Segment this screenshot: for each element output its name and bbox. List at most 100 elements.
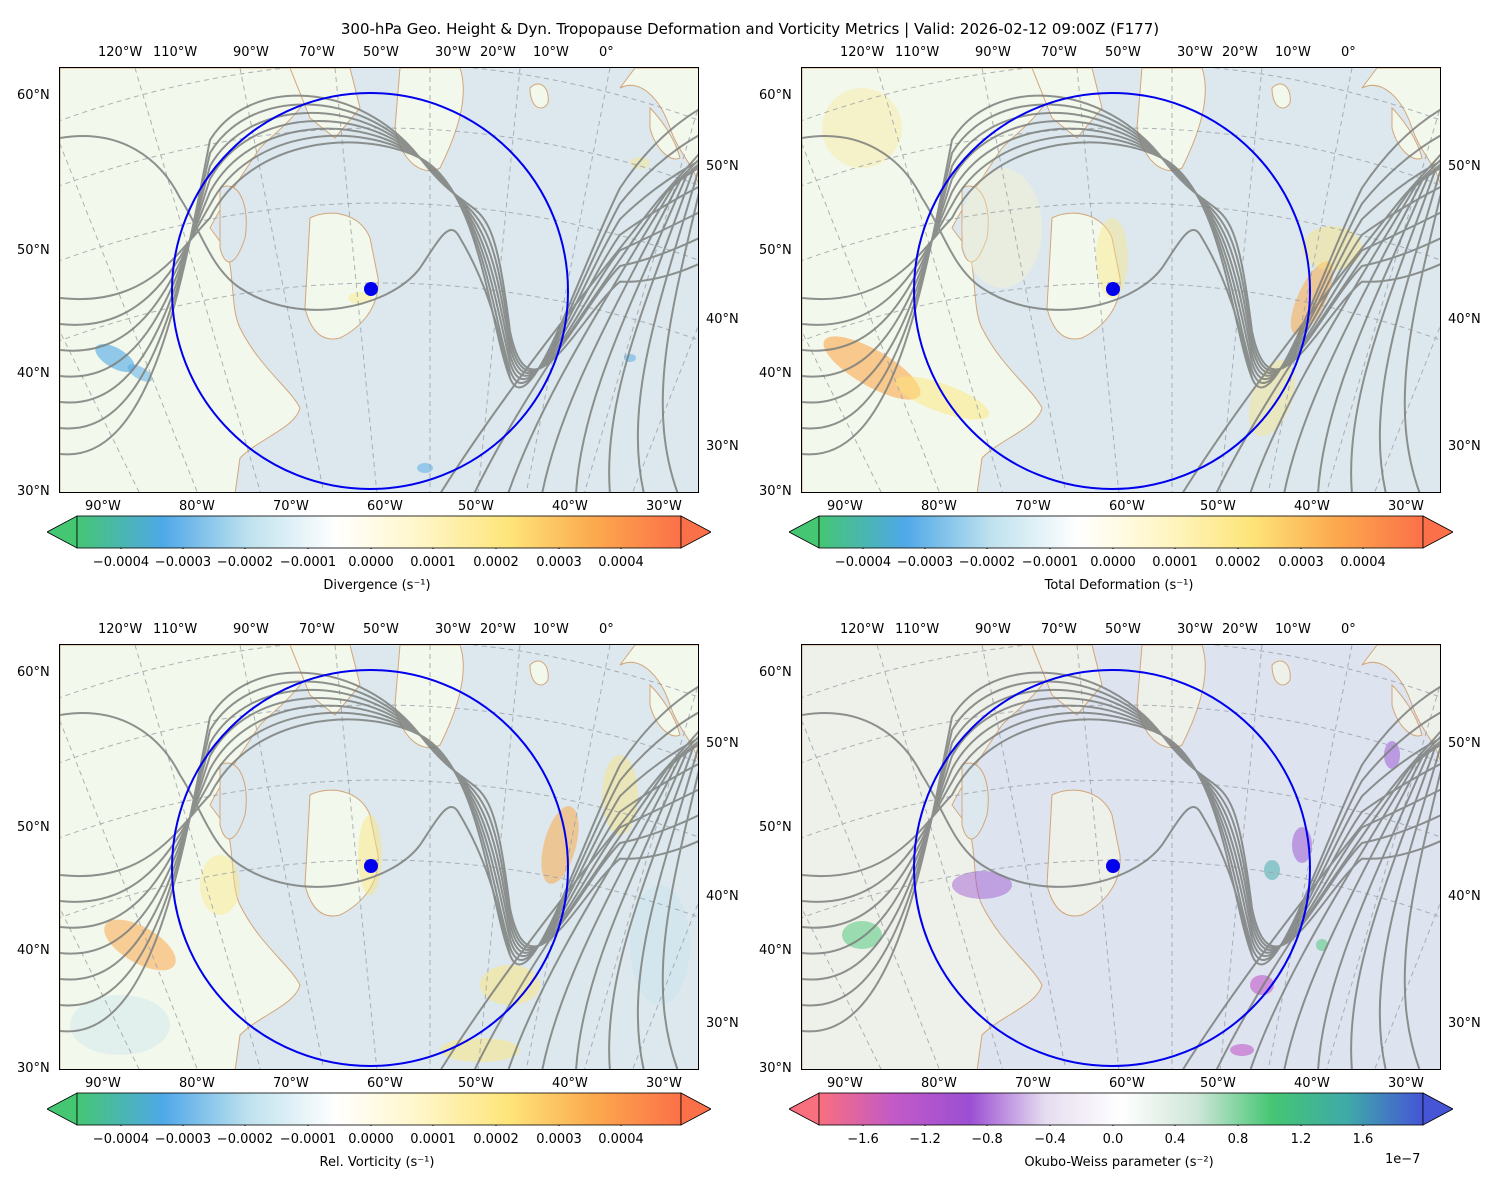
bottom-lon-label: 30°W [1388,1076,1424,1091]
bottom-lon-label: 40°W [552,1076,588,1091]
colorbar-tick-label: −0.0003 [896,555,954,570]
bottom-lon-label: 50°W [458,499,494,514]
colorbar-tick-label: 1.2 [1290,1132,1312,1147]
right-lat-label: 30°N [706,1016,739,1031]
top-lon-label: 10°W [533,622,569,637]
bottom-lon-label: 60°W [367,499,403,514]
center-point-marker [364,282,378,296]
bottom-lon-label: 60°W [367,1076,403,1091]
figure-title: 300-hPa Geo. Height & Dyn. Tropopause De… [340,20,1160,38]
colorbar-tick-label: −1.2 [909,1132,941,1147]
colorbar-title: Divergence (s⁻¹) [323,578,431,593]
top-lon-label: 10°W [1275,622,1311,637]
colorbar-tick-label: 0.0004 [598,555,644,570]
top-lon-label: 0° [1341,45,1356,60]
colorbar-tick-label: −0.0004 [834,555,892,570]
colorbar-tick-label: −0.0004 [92,1132,150,1147]
colorbar-tick-label: 0.0003 [1278,555,1324,570]
bottom-lon-label: 90°W [827,499,863,514]
colorbar-tick-label: −0.0003 [154,1132,212,1147]
bottom-lon-label: 50°W [458,1076,494,1091]
right-lat-label: 50°N [706,736,739,751]
colorbar-exponent: 1e−7 [1385,1152,1421,1167]
top-lon-label: 120°W [98,622,143,637]
colorbar-tick-label: −0.0001 [1021,555,1079,570]
bottom-lon-label: 90°W [85,1076,121,1091]
top-lon-label: 70°W [1041,45,1077,60]
top-lon-label: 20°W [480,622,516,637]
left-lat-label: 30°N [759,484,792,499]
colorbar-tick-label: −0.0002 [216,555,274,570]
top-lon-label: 120°W [840,45,885,60]
top-lon-label: 70°W [299,45,335,60]
colorbar-tick-label: −0.0001 [279,555,337,570]
top-lon-label: 50°W [1105,45,1141,60]
map-panel-divergence [59,67,699,493]
left-lat-label: 50°N [17,243,50,258]
right-lat-label: 40°N [1448,312,1481,327]
top-lon-label: 10°W [533,45,569,60]
top-lon-label: 30°W [435,45,471,60]
top-lon-label: 30°W [1177,622,1213,637]
center-point-marker [1106,282,1120,296]
left-lat-label: 40°N [759,366,792,381]
top-lon-label: 0° [1341,622,1356,637]
right-lat-label: 30°N [1448,1016,1481,1031]
colorbar-tick-label: 0.0002 [1215,555,1261,570]
top-lon-label: 120°W [98,45,143,60]
top-lon-label: 30°W [435,622,471,637]
right-lat-label: 50°N [1448,736,1481,751]
top-lon-label: 90°W [233,622,269,637]
left-lat-label: 60°N [759,88,792,103]
colorbar-tick-label: −0.4 [1034,1132,1066,1147]
bottom-lon-label: 40°W [552,499,588,514]
bottom-lon-label: 70°W [1015,1076,1051,1091]
left-lat-label: 50°N [759,820,792,835]
top-lon-label: 10°W [1275,45,1311,60]
left-lat-label: 40°N [17,366,50,381]
colorbar-tick-label: 0.0004 [1340,555,1386,570]
bottom-lon-label: 90°W [827,1076,863,1091]
top-lon-label: 70°W [1041,622,1077,637]
bottom-lon-label: 70°W [273,1076,309,1091]
bottom-lon-label: 70°W [273,499,309,514]
colorbar-tick-label: −0.8 [971,1132,1003,1147]
right-lat-label: 40°N [706,312,739,327]
map-panel-okubo-weiss [801,644,1441,1070]
center-point-marker [364,859,378,873]
top-lon-label: 50°W [363,622,399,637]
bottom-lon-label: 80°W [921,1076,957,1091]
top-lon-label: 30°W [1177,45,1213,60]
bottom-lon-label: 40°W [1294,1076,1330,1091]
colorbar-tick-label: −1.6 [847,1132,879,1147]
bottom-lon-label: 80°W [921,499,957,514]
colorbar-tick-label: 0.0000 [348,1132,394,1147]
top-lon-label: 20°W [480,45,516,60]
left-lat-label: 50°N [17,820,50,835]
bottom-lon-label: 30°W [1388,499,1424,514]
colorbar-tick-label: 0.0002 [473,1132,519,1147]
colorbar-tick-label: 0.0002 [473,555,519,570]
right-lat-label: 30°N [706,439,739,454]
colorbar-tick-label: 0.0 [1102,1132,1124,1147]
colorbar-tick-label: −0.0004 [92,555,150,570]
top-lon-label: 0° [599,622,614,637]
bottom-lon-label: 40°W [1294,499,1330,514]
map-panel-relative-vorticity [59,644,699,1070]
colorbar-tick-label: 0.0000 [348,555,394,570]
top-lon-label: 20°W [1222,45,1258,60]
top-lon-label: 90°W [975,45,1011,60]
bottom-lon-label: 90°W [85,499,121,514]
top-lon-label: 90°W [975,622,1011,637]
top-lon-label: 120°W [840,622,885,637]
colorbar-okubo-weiss [788,1092,1454,1129]
bottom-lon-label: 50°W [1200,1076,1236,1091]
colorbar-total-deformation [788,515,1454,552]
colorbar-title: Okubo-Weiss parameter (s⁻²) [1024,1155,1214,1170]
left-lat-label: 30°N [17,1061,50,1076]
left-lat-label: 30°N [17,484,50,499]
colorbar-tick-label: 0.0001 [410,1132,456,1147]
colorbar-tick-label: −0.0002 [958,555,1016,570]
left-lat-label: 60°N [17,665,50,680]
colorbar-tick-label: 0.0001 [410,555,456,570]
